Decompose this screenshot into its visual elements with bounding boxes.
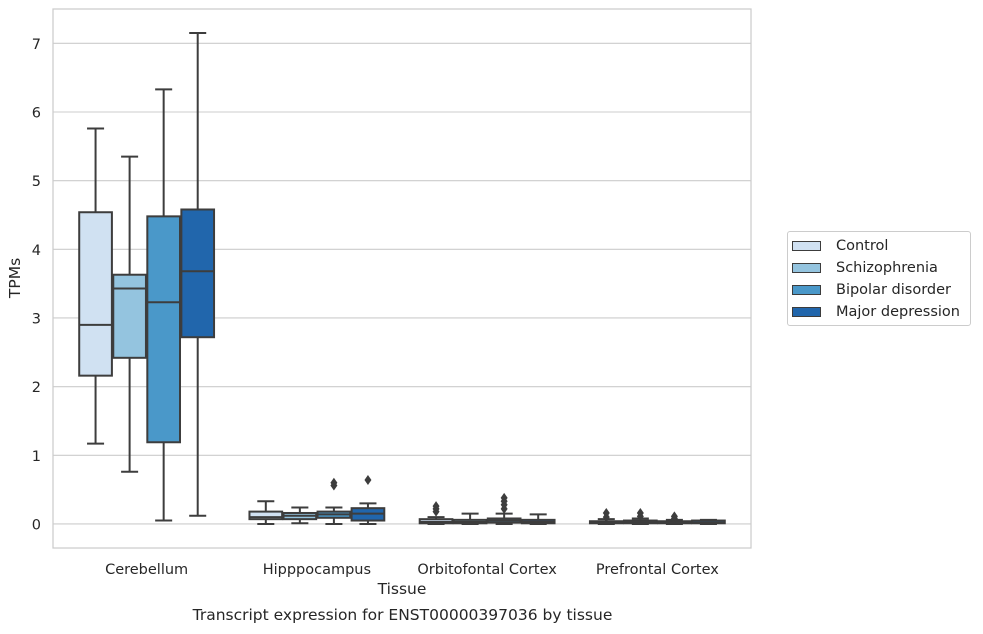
box-body xyxy=(78,211,113,377)
x-tick-label: Hipppocampus xyxy=(263,562,371,578)
outlier-point xyxy=(670,511,678,522)
x-tick-label: Orbitofontal Cortex xyxy=(417,562,557,578)
box-schizophrenia-hipppocampus xyxy=(282,506,318,525)
box-control-orbitofontal-cortex xyxy=(418,501,454,525)
outlier-point xyxy=(432,501,440,512)
legend-item-control: Control xyxy=(792,236,888,256)
box-bipolar-disorder-hipppocampus xyxy=(316,477,352,525)
legend-label-major-depression: Major depression xyxy=(836,304,960,320)
box-body xyxy=(180,208,216,339)
box-bipolar-disorder-prefrontal-cortex xyxy=(657,511,692,525)
y-tick-label: 7 xyxy=(32,37,41,53)
legend: Control Schizophrenia Bipolar disorder M… xyxy=(787,231,971,326)
chart-caption: Transcript expression for ENST0000039703… xyxy=(192,606,613,624)
box-major-depression-prefrontal-cortex xyxy=(691,518,726,525)
y-tick-label: 6 xyxy=(32,105,41,121)
y-tick-label: 0 xyxy=(32,517,41,533)
box-major-depression-orbitofontal-cortex xyxy=(520,513,556,525)
box-body xyxy=(146,215,182,444)
box-major-depression-cerebellum xyxy=(180,32,216,517)
outlier-point xyxy=(602,507,610,518)
box-control-cerebellum xyxy=(78,127,113,445)
legend-label-control: Control xyxy=(836,238,889,254)
y-tick-label: 2 xyxy=(32,380,41,396)
plot-frame xyxy=(52,8,752,549)
outlier-point xyxy=(330,477,338,488)
boxes xyxy=(78,32,726,525)
legend-label-schizophrenia: Schizophrenia xyxy=(836,260,938,276)
y-tick-label: 3 xyxy=(32,311,41,327)
x-tick-label: Cerebellum xyxy=(105,562,188,578)
y-tick-label: 5 xyxy=(32,174,41,190)
box-bipolar-disorder-cerebellum xyxy=(146,88,182,522)
box-control-hipppocampus xyxy=(248,500,284,525)
legend-label-bipolar-disorder: Bipolar disorder xyxy=(836,282,951,298)
box-schizophrenia-orbitofontal-cortex xyxy=(452,512,488,525)
outlier-point xyxy=(500,492,508,503)
box-schizophrenia-cerebellum xyxy=(112,155,147,473)
legend-swatch-bipolar-disorder xyxy=(792,285,821,295)
box-bipolar-disorder-orbitofontal-cortex xyxy=(486,492,522,525)
legend-swatch-major-depression xyxy=(792,307,821,317)
outlier-point xyxy=(636,507,644,518)
legend-swatch-schizophrenia xyxy=(792,263,821,273)
y-axis-label: TPMs xyxy=(6,258,24,299)
box-major-depression-hipppocampus xyxy=(350,475,386,525)
box-body xyxy=(248,510,284,521)
legend-swatch-control xyxy=(792,241,821,251)
legend-item-schizophrenia: Schizophrenia xyxy=(792,258,938,278)
box-schizophrenia-prefrontal-cortex xyxy=(622,507,658,525)
x-axis-label: Tissue xyxy=(377,580,427,598)
x-tick-labels: Cerebellum Hipppocampus Orbitofontal Corte… xyxy=(105,562,719,578)
box-body xyxy=(112,273,147,359)
outlier-point xyxy=(364,475,372,486)
y-tick-label: 1 xyxy=(32,449,41,465)
y-tick-label: 4 xyxy=(32,243,41,259)
legend-item-bipolar-disorder: Bipolar disorder xyxy=(792,280,951,300)
x-tick-label: Prefrontal Cortex xyxy=(596,562,719,578)
y-tick-labels: 0 1 2 3 4 5 6 7 xyxy=(32,37,41,534)
legend-item-major-depression: Major depression xyxy=(792,302,960,322)
box-control-prefrontal-cortex xyxy=(588,507,624,525)
